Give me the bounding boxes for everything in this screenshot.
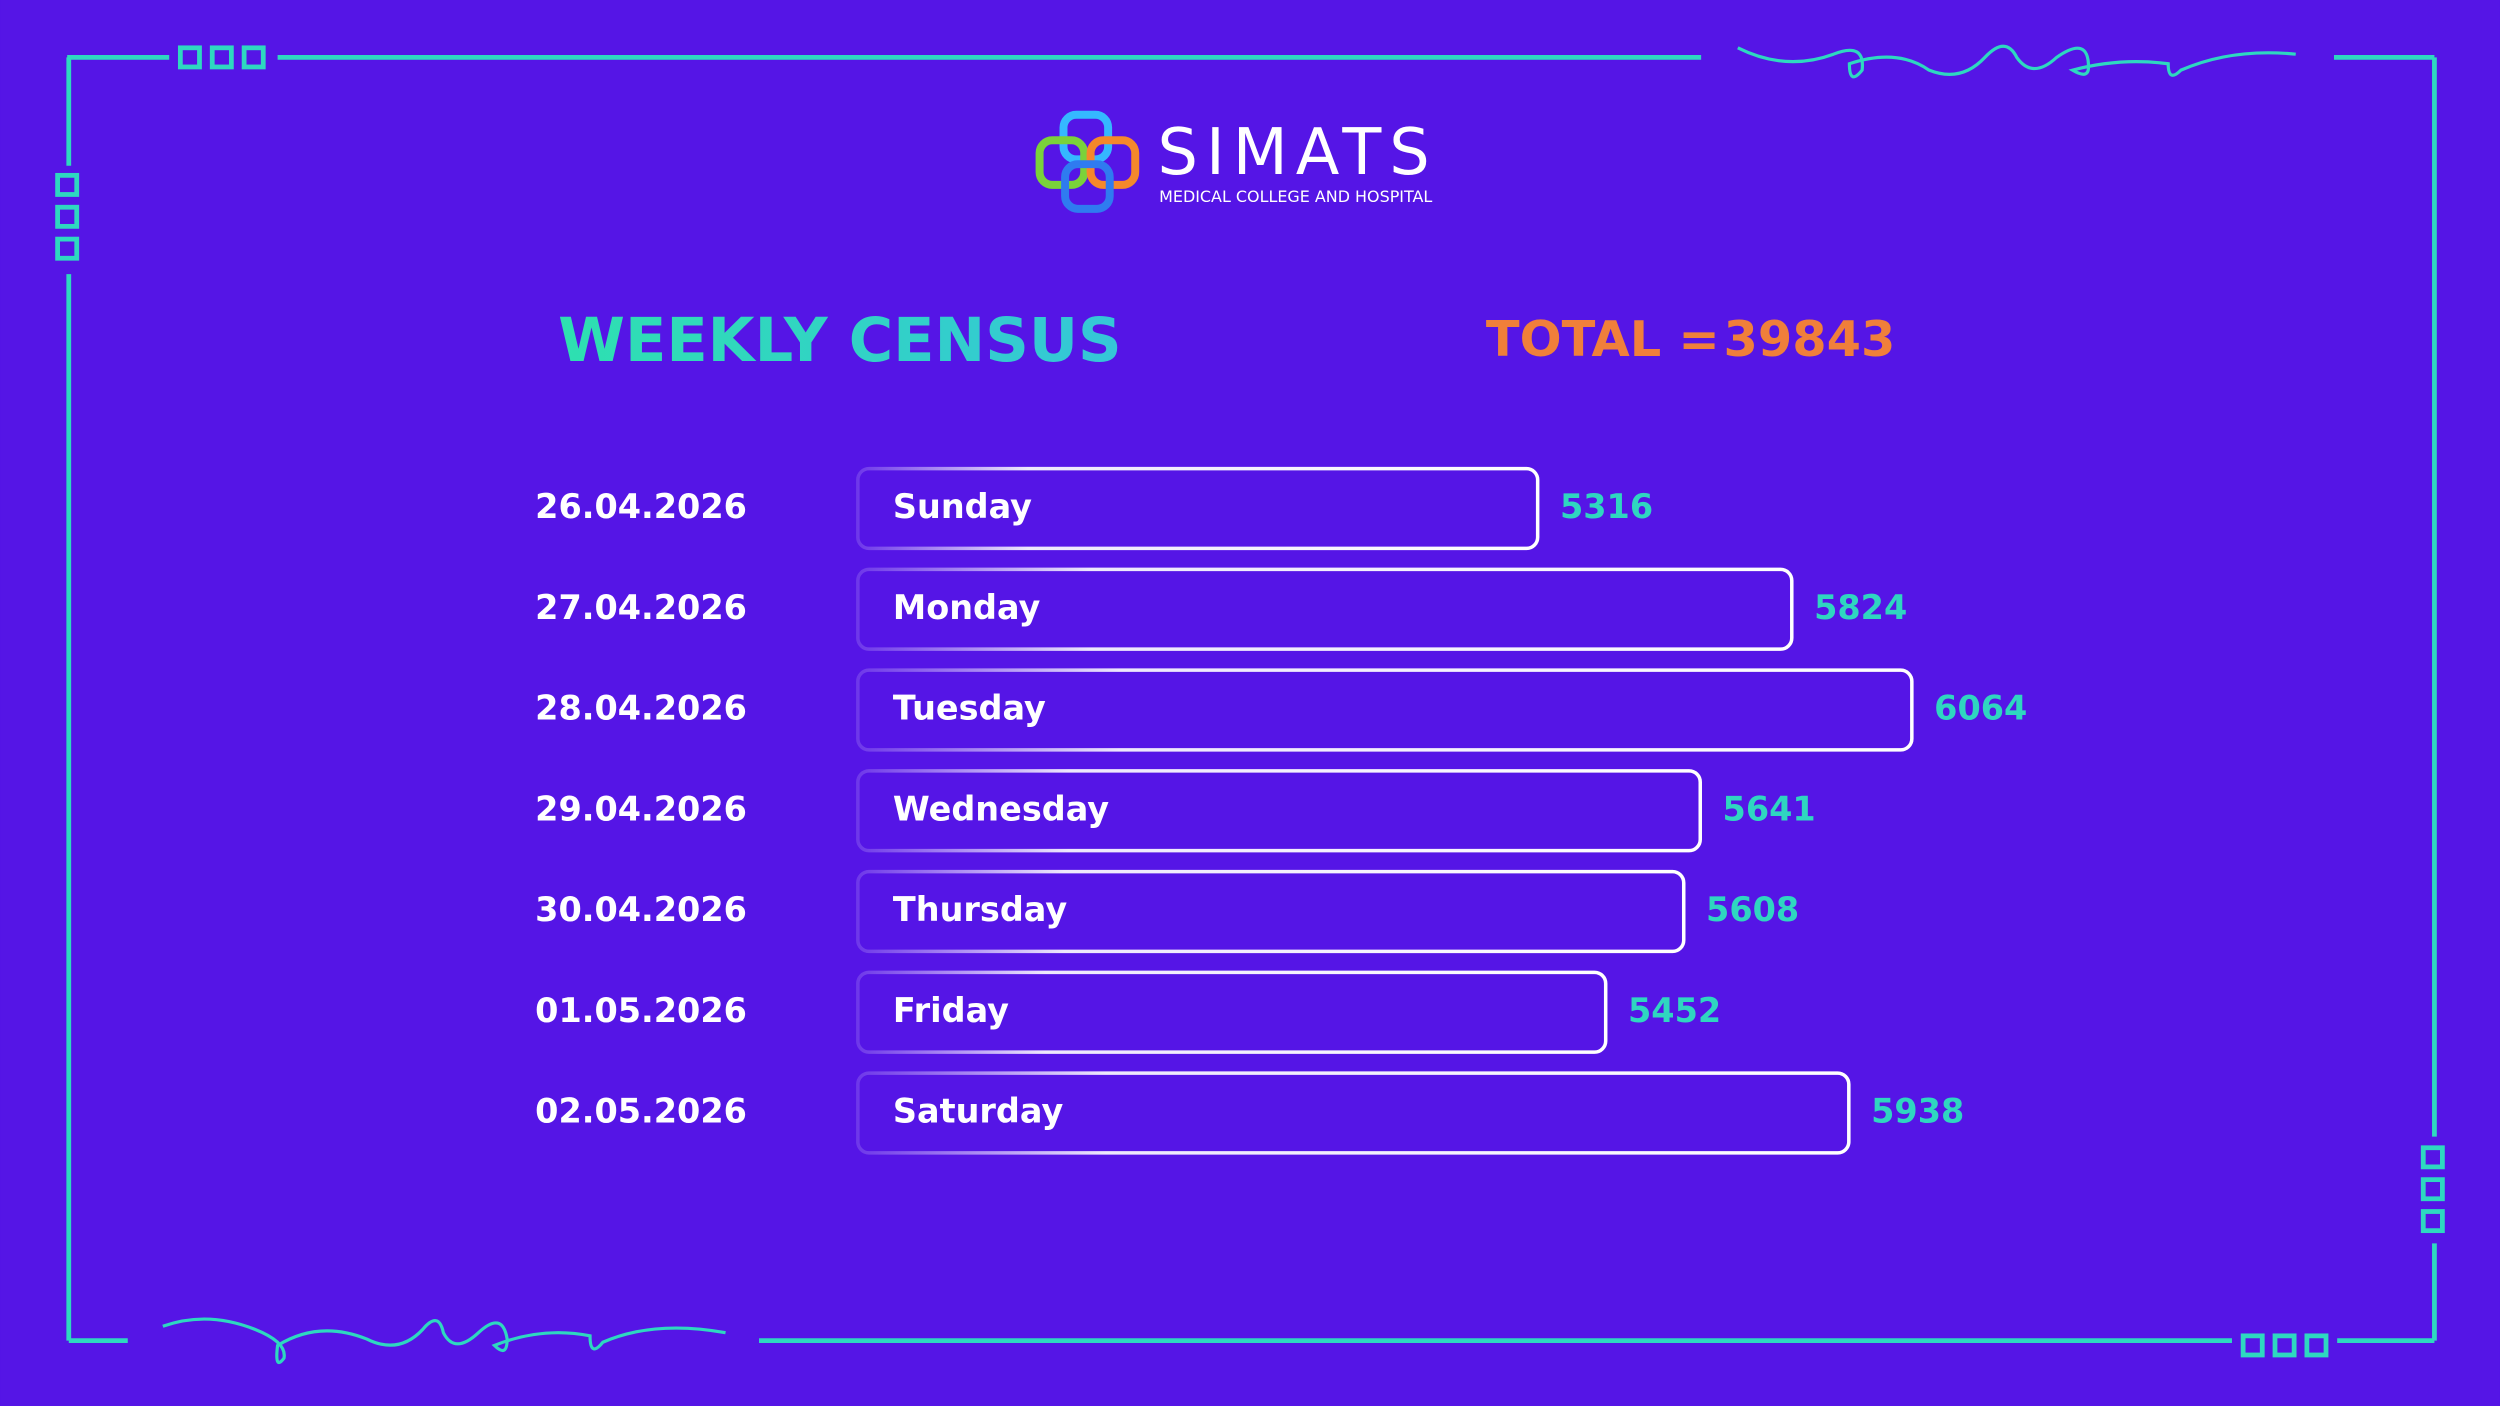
logo-subtitle: MEDICAL COLLEGE AND HOSPITAL — [1159, 187, 1432, 206]
category-label: Saturday — [893, 1092, 1064, 1131]
total-value: 39843 — [1723, 310, 1895, 368]
value-label: 5608 — [1706, 890, 1799, 929]
total-label: TOTAL = — [1486, 310, 1720, 368]
logo-name: SIMATS — [1158, 116, 1438, 190]
value-label: 5824 — [1814, 588, 1907, 627]
bar — [856, 466, 1540, 551]
category-label: Thursday — [893, 890, 1067, 929]
chart-title: WEEKLY CENSUS — [558, 306, 1121, 376]
bar — [856, 769, 1702, 853]
date-label: 26.04.2026 — [535, 487, 747, 526]
category-label: Wednesday — [893, 789, 1109, 828]
bar — [856, 668, 1914, 752]
date-label: 28.04.2026 — [535, 689, 747, 728]
frame — [55, 44, 2445, 1364]
category-label: Sunday — [893, 487, 1032, 526]
value-label: 5452 — [1628, 991, 1721, 1030]
date-label: 30.04.2026 — [535, 890, 747, 929]
bar — [856, 869, 1686, 954]
value-label: 5938 — [1871, 1092, 1964, 1131]
date-label: 01.05.2026 — [535, 991, 747, 1030]
logo-mark — [1035, 110, 1140, 213]
date-label: 29.04.2026 — [535, 789, 747, 828]
bar — [856, 1071, 1851, 1155]
date-label: 02.05.2026 — [535, 1092, 747, 1131]
value-label: 5316 — [1560, 487, 1653, 526]
bar — [856, 567, 1794, 651]
date-label: 27.04.2026 — [535, 588, 747, 627]
bar — [856, 970, 1608, 1054]
category-label: Tuesday — [893, 689, 1046, 728]
value-label: 5641 — [1723, 789, 1816, 828]
value-label: 6064 — [1934, 689, 2027, 728]
category-label: Monday — [893, 588, 1041, 627]
category-label: Friday — [893, 991, 1009, 1030]
